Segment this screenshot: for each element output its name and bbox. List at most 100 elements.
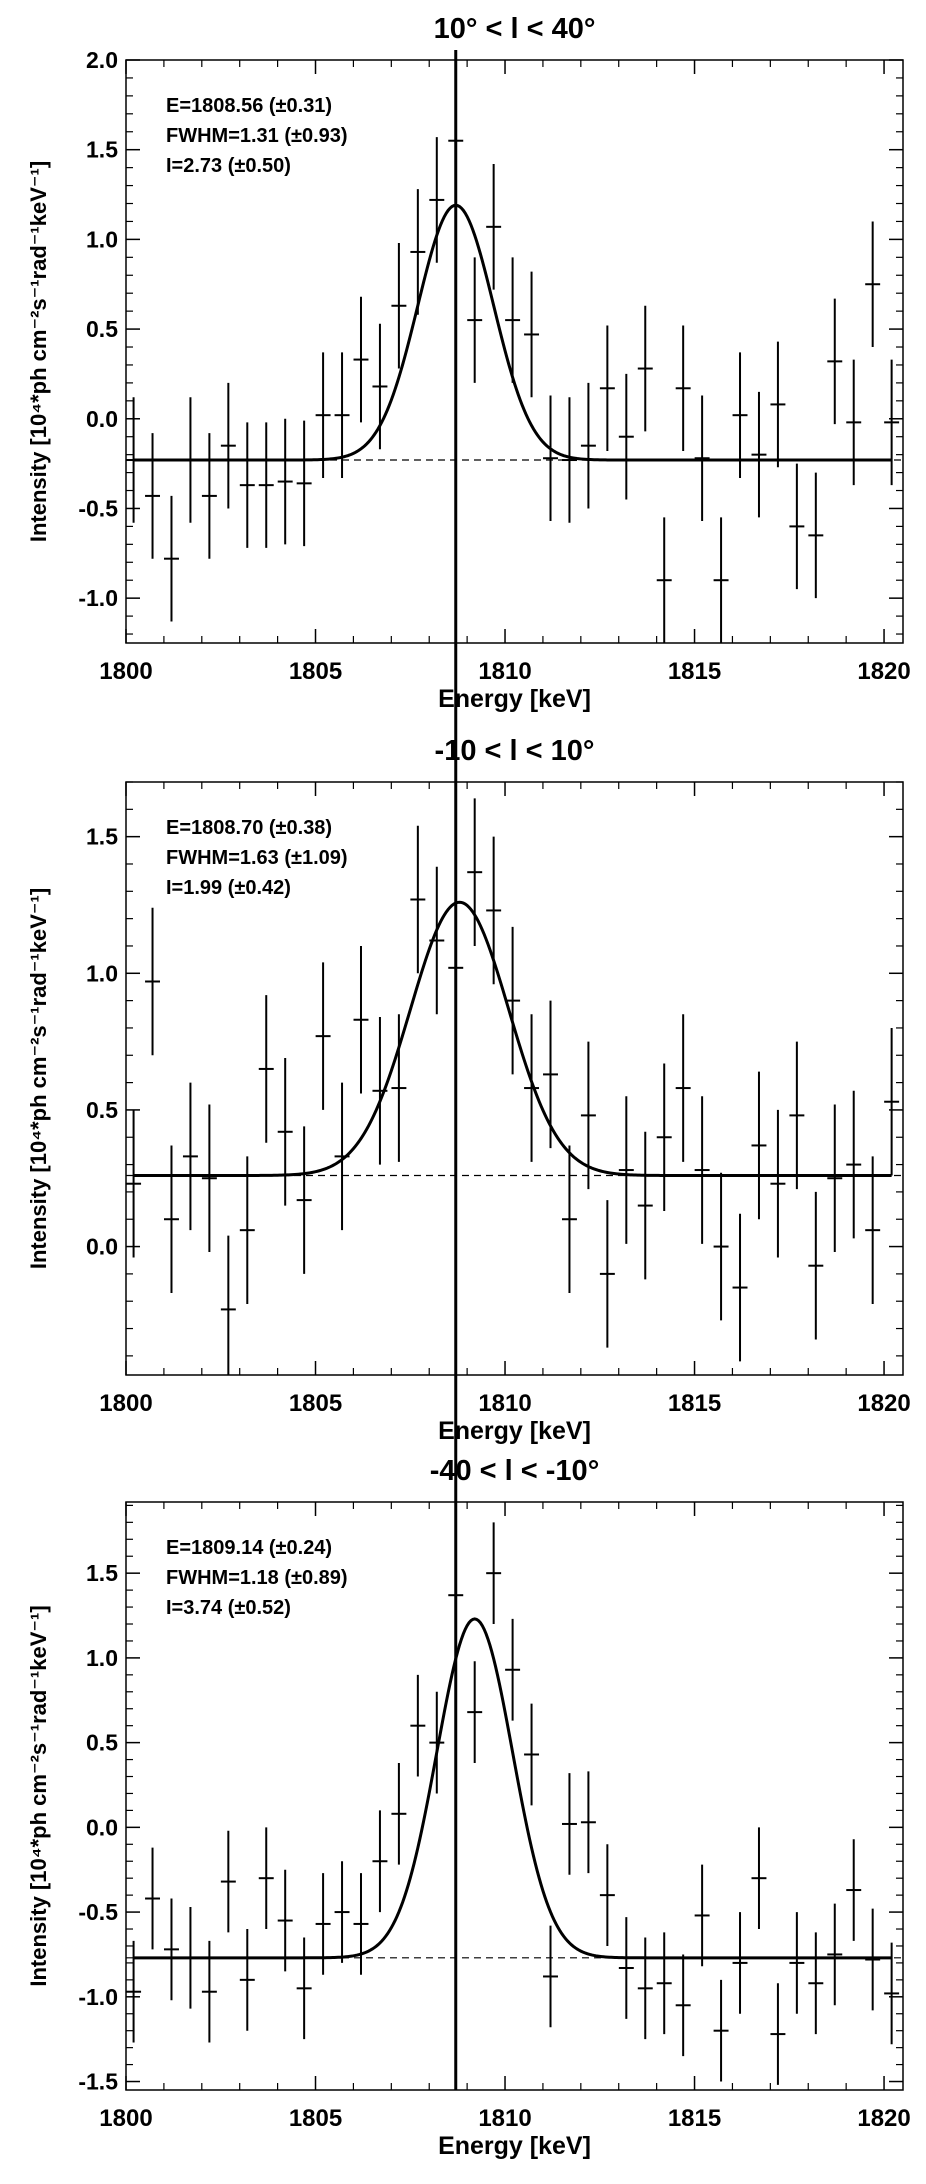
plot-frame: [125, 59, 904, 644]
data-point: [675, 325, 691, 452]
data-point: [220, 1235, 236, 1375]
data-point: [126, 1109, 142, 1258]
data-point: [827, 298, 843, 425]
chart-title: -40 < l < -10°: [430, 1455, 600, 1487]
data-point: [732, 352, 748, 478]
data-point: [410, 189, 426, 315]
data-point: [827, 1903, 843, 2006]
data-point: [713, 1979, 729, 2082]
data-point: [258, 422, 274, 548]
y-tick-label: 1.5: [86, 1560, 118, 1586]
x-tick-label: 1815: [668, 1390, 721, 1417]
data-point: [486, 1522, 502, 1625]
fit-annotation: I=3.74 (±0.52): [166, 1597, 291, 1619]
data-point: [599, 325, 615, 452]
data-point: [865, 1908, 881, 2011]
data-point: [675, 1014, 691, 1162]
data-point: [694, 1096, 710, 1244]
data-point: [277, 418, 293, 545]
data-point: [580, 1771, 596, 1874]
x-tick-label: 1810: [478, 1390, 531, 1417]
data-point: [713, 517, 729, 643]
x-axis: 1800 1805 1810 1815 1820 Energy [keV]: [99, 1502, 911, 2160]
data-point: [220, 382, 236, 509]
x-tick-label: 1810: [478, 658, 531, 685]
data-point: [732, 1912, 748, 2014]
data-point: [505, 1618, 521, 1721]
data-point: [580, 382, 596, 509]
fit-annotation: FWHM=1.31 (±0.93): [166, 125, 348, 147]
y-tick-label: 1.0: [86, 960, 118, 986]
data-point: [789, 463, 805, 590]
plot-frame: [125, 781, 904, 1376]
y-tick-label: 0.5: [86, 1730, 118, 1756]
data-point: [599, 1844, 615, 1946]
y-tick-label: -1.0: [78, 585, 118, 611]
data-point: [524, 1703, 540, 1806]
data-point: [353, 945, 369, 1094]
data-point: [467, 257, 483, 383]
data-point: [505, 926, 521, 1075]
data-point: [182, 1906, 198, 2009]
data-point: [694, 395, 710, 522]
data-point: [543, 1000, 558, 1149]
x-tick-label: 1810: [478, 2105, 531, 2132]
data-point: [410, 1674, 426, 1777]
fit-annotation: FWHM=1.18 (±0.89): [166, 1567, 348, 1589]
data-point: [467, 798, 483, 946]
data-point: [372, 1017, 388, 1165]
data-point: [334, 1082, 350, 1231]
data-point: [315, 962, 331, 1110]
data-point: [770, 1983, 786, 2085]
chart-title: -10 < l < 10°: [435, 735, 595, 767]
data-point: [296, 1126, 312, 1274]
y-tick-label: 0.5: [86, 316, 118, 342]
data-point: [751, 391, 767, 518]
plot-area: [126, 1522, 903, 2085]
data-point: [884, 359, 900, 486]
data-point: [789, 1912, 805, 2014]
data-point: [599, 1200, 615, 1348]
data-point: [884, 1027, 900, 1176]
x-tick-label: 1820: [857, 658, 910, 685]
data-point: [865, 221, 881, 348]
x-axis: 1800 1805 1810 1815 1820 Energy [keV]: [99, 60, 911, 713]
data-point: [277, 1058, 293, 1206]
data-point: [239, 1929, 255, 2031]
data-point: [808, 1191, 824, 1340]
x-tick-label: 1800: [99, 1390, 152, 1417]
data-point: [201, 1940, 217, 2043]
data-point: [656, 1932, 672, 2035]
fit-curve: [133, 1617, 892, 1960]
x-tick-label: 1820: [857, 1390, 910, 1417]
data-point: [372, 323, 388, 450]
data-point: [580, 1041, 596, 1190]
fit-annotation: E=1808.70 (±0.38): [166, 817, 332, 839]
data-point: [315, 352, 331, 478]
data-point: [201, 433, 217, 559]
y-tick-label: 1.0: [86, 226, 118, 252]
data-point: [656, 517, 672, 643]
data-point: [846, 359, 862, 486]
data-point: [315, 1873, 331, 1975]
data-point: [505, 257, 521, 383]
data-point: [524, 1014, 540, 1162]
data-point: [258, 1827, 274, 1930]
data-point: [694, 1864, 710, 1967]
data-point: [561, 397, 577, 523]
data-point: [846, 1090, 862, 1239]
y-axis-label: Intensity [10⁴*ph cm⁻²s⁻¹rad⁻¹keV⁻¹]: [26, 888, 51, 1269]
y-tick-label: -0.5: [78, 495, 118, 521]
x-axis-label: Energy [keV]: [438, 2132, 591, 2160]
data-point: [827, 1104, 843, 1253]
fit-annotation: E=1808.56 (±0.31): [166, 95, 332, 117]
fit-annotations: E=1809.14 (±0.24) FWHM=1.18 (±0.89) I=3.74…: [166, 1537, 348, 1619]
fit-annotations: E=1808.70 (±0.38) FWHM=1.63 (±1.09) I=1.99…: [166, 817, 348, 899]
data-point: [770, 1109, 786, 1258]
data-point: [277, 1869, 293, 1972]
chart-panel-1: 10° < l < 40° 1800 1805 1810 1815 1820 Energy …: [26, 13, 911, 713]
x-tick-label: 1800: [99, 2105, 152, 2132]
data-point: [164, 1898, 179, 2001]
data-point: [239, 422, 255, 548]
data-point: [372, 1810, 388, 1913]
